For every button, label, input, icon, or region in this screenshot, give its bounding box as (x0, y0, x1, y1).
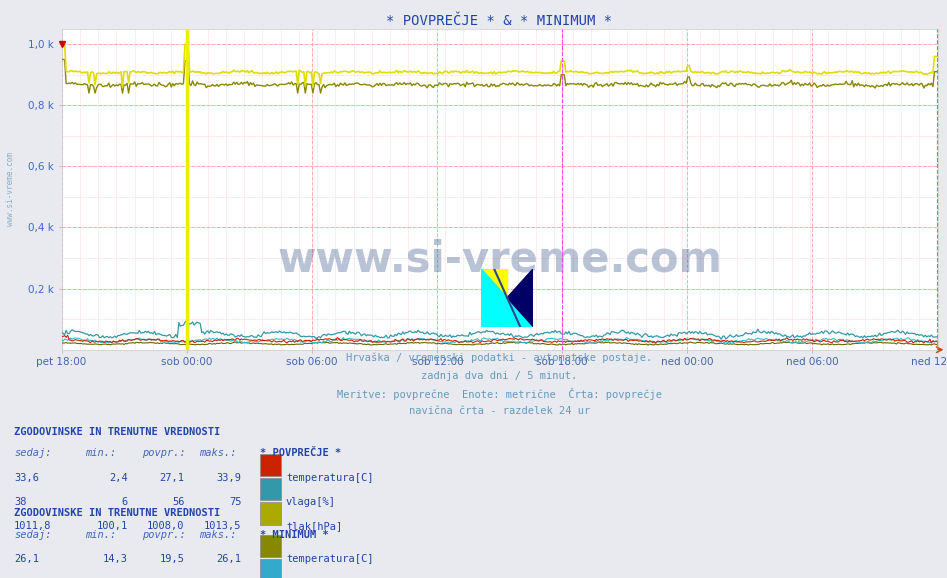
Text: vlaga[%]: vlaga[%] (286, 497, 336, 507)
FancyBboxPatch shape (260, 535, 281, 557)
Text: sedaj:: sedaj: (14, 449, 52, 458)
Text: 27,1: 27,1 (160, 473, 185, 483)
Bar (481, 269, 508, 298)
Text: 33,9: 33,9 (217, 473, 241, 483)
Text: * POVPREČJE *: * POVPREČJE * (260, 449, 342, 458)
Text: 75: 75 (229, 497, 241, 507)
FancyBboxPatch shape (260, 478, 281, 501)
Text: min.:: min.: (85, 529, 116, 539)
Text: tlak[hPa]: tlak[hPa] (286, 521, 342, 531)
Text: 56: 56 (172, 497, 185, 507)
Text: sedaj:: sedaj: (14, 529, 52, 539)
Text: ZGODOVINSKE IN TRENUTNE VREDNOSTI: ZGODOVINSKE IN TRENUTNE VREDNOSTI (14, 427, 221, 437)
Text: 1011,8: 1011,8 (14, 521, 52, 531)
FancyBboxPatch shape (260, 502, 281, 525)
FancyBboxPatch shape (260, 454, 281, 476)
Text: 26,1: 26,1 (217, 554, 241, 564)
Text: maks.:: maks.: (199, 529, 237, 539)
Text: 19,5: 19,5 (160, 554, 185, 564)
Text: povpr.:: povpr.: (142, 449, 186, 458)
Title: * POVPREČJE * & * MINIMUM *: * POVPREČJE * & * MINIMUM * (386, 14, 613, 28)
Text: 2,4: 2,4 (109, 473, 128, 483)
Text: Hrvaška / vremenski podatki - avtomatske postaje.: Hrvaška / vremenski podatki - avtomatske… (347, 353, 652, 363)
Text: 38: 38 (14, 497, 27, 507)
Text: 100,1: 100,1 (97, 521, 128, 531)
Text: Meritve: povprečne  Enote: metrične  Črta: povprečje: Meritve: povprečne Enote: metrične Črta:… (337, 388, 662, 401)
Text: * MINIMUM *: * MINIMUM * (260, 529, 330, 539)
Polygon shape (481, 269, 533, 327)
Text: povpr.:: povpr.: (142, 529, 186, 539)
Text: www.si-vreme.com: www.si-vreme.com (7, 152, 15, 227)
Text: min.:: min.: (85, 449, 116, 458)
Text: temperatura[C]: temperatura[C] (286, 554, 373, 564)
Text: 26,1: 26,1 (14, 554, 39, 564)
Text: 14,3: 14,3 (103, 554, 128, 564)
Text: 1008,0: 1008,0 (147, 521, 185, 531)
Text: www.si-vreme.com: www.si-vreme.com (277, 239, 722, 281)
Text: maks.:: maks.: (199, 449, 237, 458)
Text: zadnja dva dni / 5 minut.: zadnja dva dni / 5 minut. (421, 370, 578, 380)
Text: temperatura[C]: temperatura[C] (286, 473, 373, 483)
Text: 6: 6 (121, 497, 128, 507)
FancyBboxPatch shape (260, 559, 281, 578)
Polygon shape (508, 269, 533, 327)
Text: 33,6: 33,6 (14, 473, 39, 483)
Text: 1013,5: 1013,5 (204, 521, 241, 531)
Text: navična črta - razdelek 24 ur: navična črta - razdelek 24 ur (409, 406, 590, 416)
Text: ZGODOVINSKE IN TRENUTNE VREDNOSTI: ZGODOVINSKE IN TRENUTNE VREDNOSTI (14, 508, 221, 518)
